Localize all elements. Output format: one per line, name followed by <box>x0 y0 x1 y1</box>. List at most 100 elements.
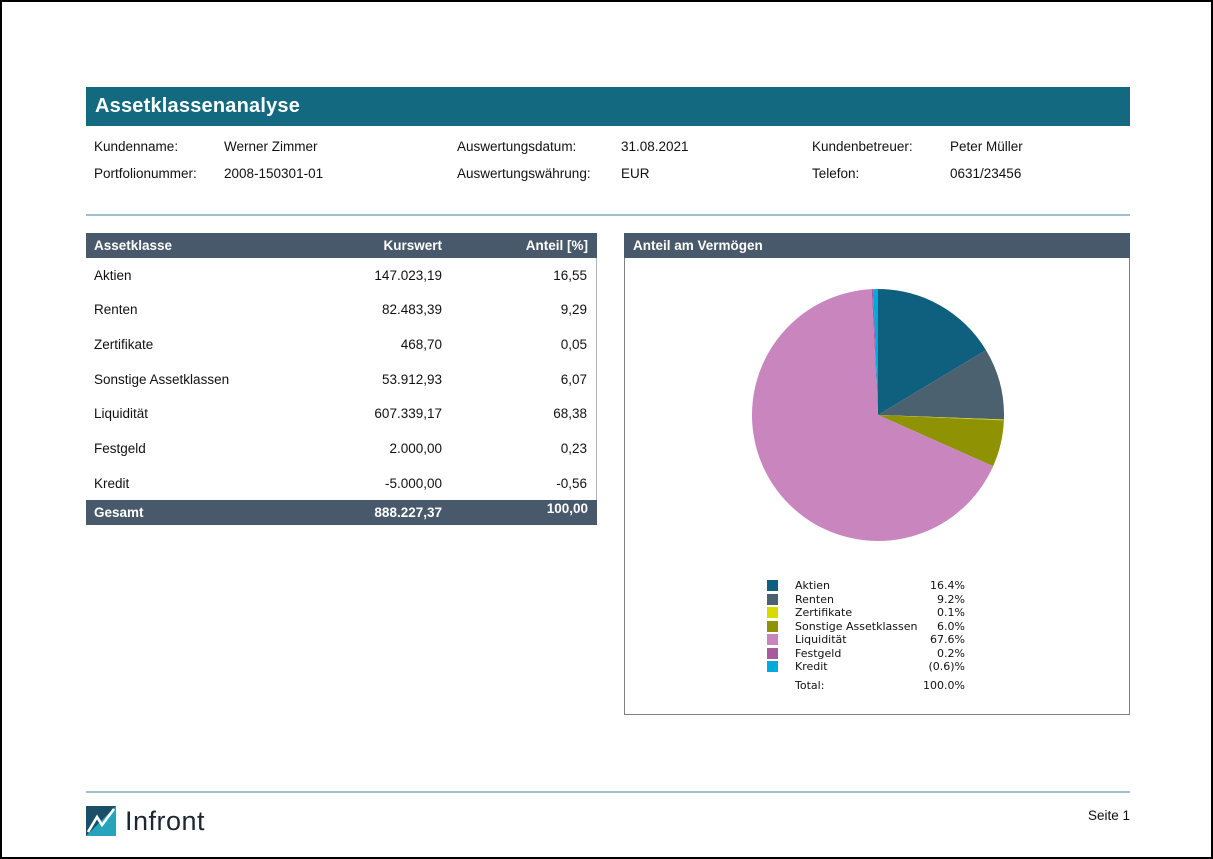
legend-total-value: 100.0% <box>923 678 965 692</box>
table-row-kredit: Kredit -5.000,00 -0,56 <box>86 465 596 501</box>
legend-total-label: Total: <box>795 678 825 692</box>
pie-slice-festgeld <box>871 289 878 415</box>
chart-title: Anteil am Vermögen <box>633 238 763 253</box>
report-title-bar: Assetklassenanalyse <box>86 87 1130 126</box>
legend-value: 0.2% <box>937 646 965 660</box>
header-divider <box>86 214 1130 216</box>
col-header-kurswert: Kurswert <box>383 238 442 253</box>
anteil-cell: 6,07 <box>560 371 587 387</box>
footer-divider <box>86 791 1130 793</box>
asset-class-table: Assetklasse Kurswert Anteil [%] Aktien 14… <box>86 233 597 526</box>
legend-item-renten: Renten 9.2% <box>767 593 965 607</box>
legend-value: 6.0% <box>937 619 965 633</box>
report-currency-label: Auswertungswährung: <box>457 166 591 181</box>
infront-logo-icon <box>86 806 116 836</box>
legend-swatch-icon <box>767 620 778 632</box>
kurswert-cell: 607.339,17 <box>374 406 442 422</box>
pie-slice-liquidit-t <box>751 289 994 542</box>
legend-swatch-icon <box>767 634 778 646</box>
legend-value: 9.2% <box>937 592 965 606</box>
table-row-renten: Renten 82.483,39 9,29 <box>86 292 596 328</box>
phone-label: Telefon: <box>812 166 860 181</box>
total-percent: 100,00 <box>546 501 588 517</box>
chart-panel-header: Anteil am Vermögen <box>624 233 1130 258</box>
portfolio-number-value: 2008-150301-01 <box>224 166 324 181</box>
legend-item-aktien: Aktien 16.4% <box>767 579 965 593</box>
legend-swatch-icon <box>767 607 778 619</box>
legend-swatch-icon <box>767 661 778 673</box>
total-value: 888.227,37 <box>374 505 442 521</box>
anteil-cell: 16,55 <box>553 267 587 283</box>
legend-label: Aktien <box>795 579 831 593</box>
legend-label: Zertifikate <box>795 606 853 620</box>
legend-label: Kredit <box>795 660 828 674</box>
legend-total-row: Total: 100.0% <box>767 679 965 693</box>
table-row-zertifikate: Zertifikate 468,70 0,05 <box>86 327 596 362</box>
kurswert-cell: -5.000,00 <box>384 475 442 491</box>
pie-slice-zertifikate <box>878 415 1004 421</box>
account-manager-value: Peter Müller <box>950 139 1023 154</box>
table-row-sonstige-assetklassen: Sonstige Assetklassen 53.912,93 6,07 <box>86 361 596 397</box>
report-date-value: 31.08.2021 <box>621 139 689 154</box>
pie-slice-renten <box>878 350 1005 420</box>
pie-chart <box>751 289 1005 542</box>
portfolio-number-label: Portfolionummer: <box>94 166 197 181</box>
chart-legend: Aktien 16.4% Renten 9.2% Zertifikate 0.1% Sons… <box>767 579 965 692</box>
asset-name-cell: Renten <box>94 302 138 318</box>
kurswert-cell: 468,70 <box>400 337 442 353</box>
anteil-cell: 68,38 <box>553 406 587 422</box>
table-row-liquidit-t: Liquidität 607.339,17 68,38 <box>86 396 596 432</box>
legend-item-zertifikate: Zertifikate 0.1% <box>767 606 965 620</box>
legend-value: 16.4% <box>930 579 965 593</box>
legend-label: Liquidität <box>795 633 847 647</box>
table-row-aktien: Aktien 147.023,19 16,55 <box>86 258 596 293</box>
kurswert-cell: 2.000,00 <box>389 440 442 456</box>
customer-name-value: Werner Zimmer <box>224 139 318 154</box>
col-header-anteil: Anteil [%] <box>525 238 588 253</box>
page-title: Assetklassenanalyse <box>95 95 301 117</box>
pie-slice-sonstige-assetklassen <box>878 415 1004 467</box>
table-header-row: Assetklasse Kurswert Anteil [%] <box>86 233 597 258</box>
anteil-cell: -0,56 <box>556 475 587 491</box>
brand-wordmark: Infront <box>125 806 206 836</box>
legend-value: 67.6% <box>930 633 965 647</box>
asset-name-cell: Kredit <box>94 475 130 491</box>
anteil-cell: 9,29 <box>560 302 587 318</box>
anteil-cell: 0,05 <box>560 337 587 353</box>
chart-panel: Anteil am Vermögen Aktien 16.4% Renten 9.2%… <box>624 233 1130 715</box>
legend-label: Festgeld <box>795 646 842 660</box>
table-row-festgeld: Festgeld 2.000,00 0,23 <box>86 431 596 466</box>
report-date-label: Auswertungsdatum: <box>457 139 577 154</box>
table-body: Aktien 147.023,19 16,55 Renten 82.483,39 9,29… <box>86 258 597 501</box>
report-currency-value: EUR <box>621 166 650 181</box>
legend-swatch-icon <box>767 580 778 592</box>
legend-item-festgeld: Festgeld 0.2% <box>767 647 965 661</box>
asset-name-cell: Sonstige Assetklassen <box>94 371 230 387</box>
pie-slice-aktien <box>878 289 986 415</box>
legend-label: Sonstige Assetklassen <box>795 619 918 633</box>
legend-value: (0.6)% <box>928 660 965 674</box>
asset-name-cell: Zertifikate <box>94 337 154 353</box>
legend-label: Renten <box>795 592 834 606</box>
page-number: Seite 1 <box>1087 808 1130 823</box>
anteil-cell: 0,23 <box>560 440 587 456</box>
table-total-row: Gesamt 888.227,37 100,00 <box>86 500 597 526</box>
legend-value: 0.1% <box>937 606 965 620</box>
legend-rows: Aktien 16.4% Renten 9.2% Zertifikate 0.1% Sons… <box>767 579 965 674</box>
total-label: Gesamt <box>94 505 144 521</box>
customer-name-label: Kundenname: <box>94 139 179 154</box>
brand-logo: Infront <box>86 806 205 836</box>
legend-item-kredit: Kredit (0.6)% <box>767 660 965 674</box>
kurswert-cell: 53.912,93 <box>381 371 442 387</box>
asset-name-cell: Aktien <box>94 267 132 283</box>
kurswert-cell: 147.023,19 <box>374 267 442 283</box>
legend-item-liquidit-t: Liquidität 67.6% <box>767 633 965 647</box>
asset-name-cell: Festgeld <box>94 440 146 456</box>
legend-item-sonstige-assetklassen: Sonstige Assetklassen 6.0% <box>767 620 965 634</box>
col-header-assetklasse: Assetklasse <box>94 238 173 253</box>
kurswert-cell: 82.483,39 <box>381 302 442 318</box>
legend-swatch-icon <box>767 593 778 605</box>
pie-slice-kredit <box>873 289 878 415</box>
legend-swatch-icon <box>767 647 778 659</box>
